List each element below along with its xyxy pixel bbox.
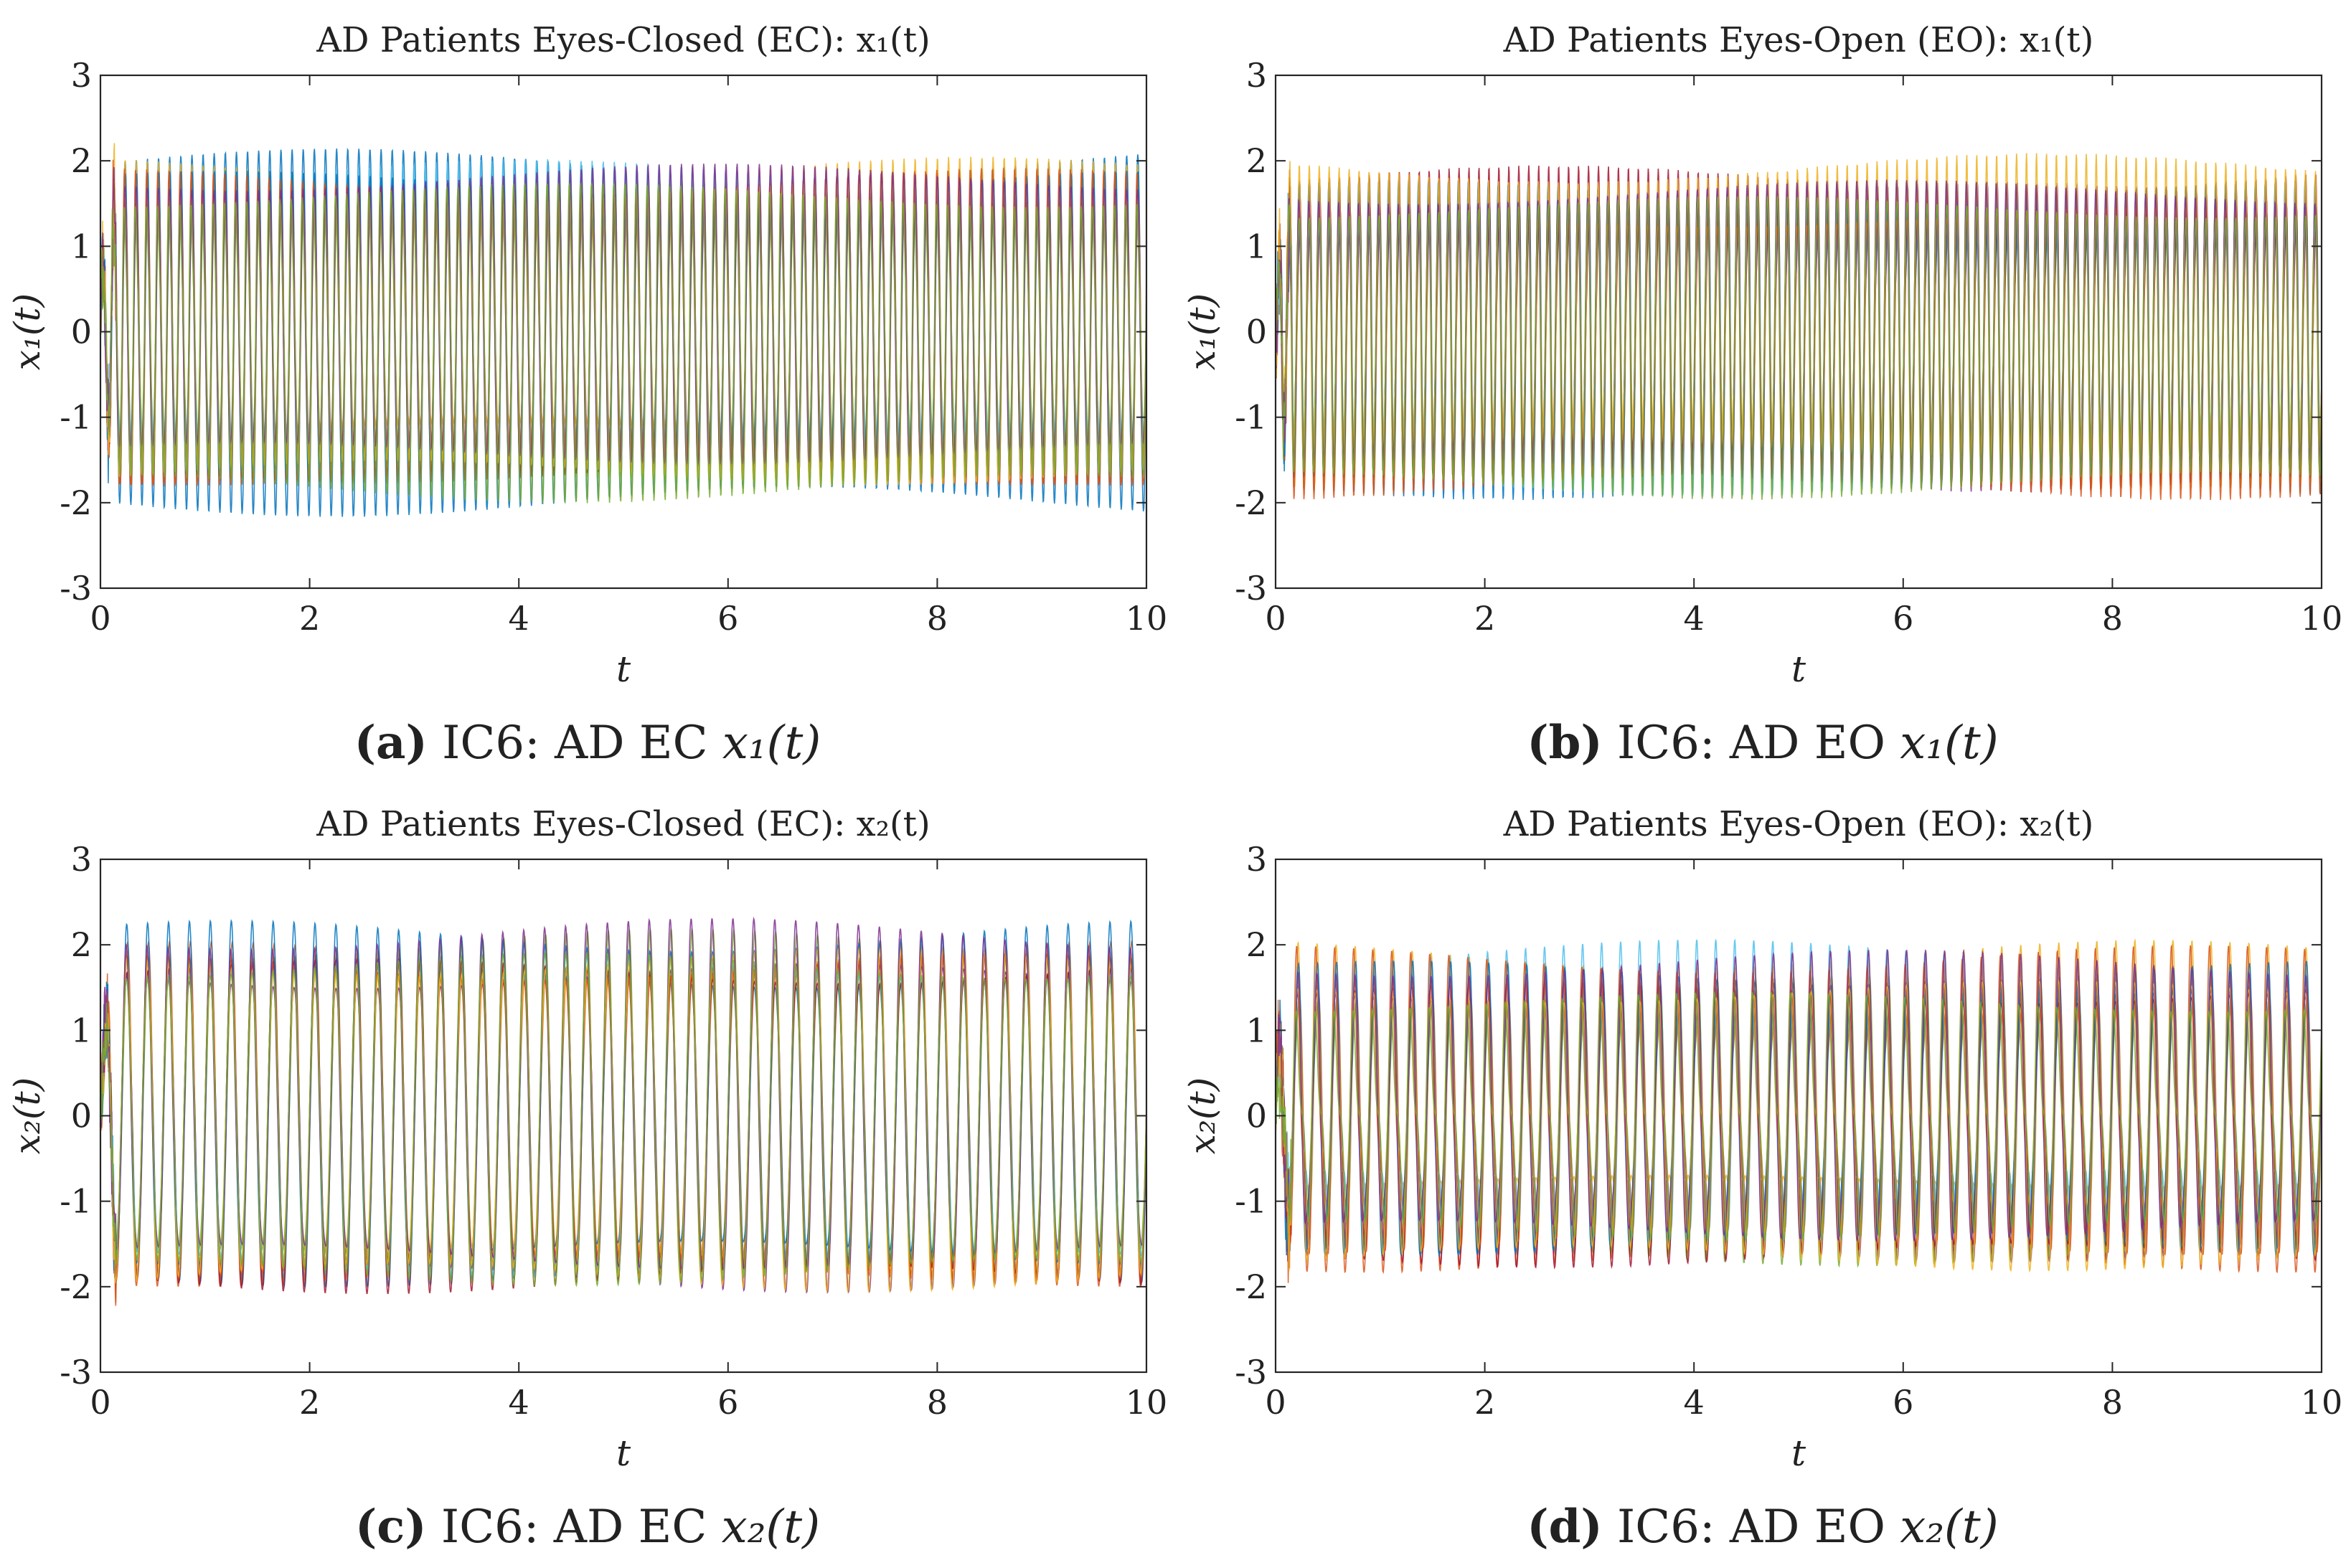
x-tick-label: 8	[2102, 1383, 2123, 1422]
x-tick-label: 2	[299, 1383, 320, 1422]
y-tick-label: -1	[60, 398, 92, 437]
y-tick-label: 1	[71, 227, 92, 265]
chart-svg-c: AD Patients Eyes-Closed (EC): x₂(t) 0 2 4 6 8…	[6, 804, 1168, 1474]
series-line	[1276, 990, 2322, 1243]
x-axis-label: t	[1791, 1432, 1806, 1474]
x-tick-label: 10	[2301, 599, 2343, 638]
y-tick-label: 0	[1246, 1097, 1267, 1135]
caption-expression: x₁(t)	[1900, 717, 1999, 770]
y-axis-label: x₂(t)	[6, 1077, 48, 1154]
caption-c: (c) IC6: AD EC x₂(t)	[0, 1500, 1175, 1554]
x-tick-label: 4	[1684, 599, 1705, 638]
y-axis-label: x₁(t)	[6, 293, 48, 370]
x-tick-label: 4	[1684, 1383, 1705, 1422]
x-tick-label: 8	[927, 599, 948, 638]
y-tick-label: 1	[1246, 1011, 1267, 1049]
series-line	[1276, 196, 2322, 500]
y-tick-label: -2	[1235, 1267, 1267, 1306]
y-tick-label: -2	[60, 1267, 92, 1306]
chart-panel-b: AD Patients Eyes-Open (EO): x₁(t) 0 2 4 6 8 10…	[1175, 0, 2350, 784]
chart-panel-d: AD Patients Eyes-Open (EO): x₂(t) 0 2 4 6 8 10…	[1175, 784, 2350, 1568]
y-axis-label: x₂(t)	[1182, 1077, 1223, 1154]
caption-letter: (c)	[354, 1500, 427, 1554]
series-group	[100, 143, 1146, 517]
x-tick-label: 6	[1893, 1383, 1913, 1422]
x-axis-label: t	[616, 648, 631, 690]
x-tick-label: 2	[299, 599, 320, 638]
y-axis-label: x₁(t)	[1182, 293, 1223, 370]
series-line	[100, 182, 1146, 504]
series-line	[100, 953, 1146, 1288]
y-tick-label: 0	[1246, 313, 1267, 351]
y-tick-label: -2	[1235, 483, 1267, 522]
y-tick-label: -3	[1235, 1353, 1267, 1392]
plot-area	[1276, 75, 2322, 588]
chart-title: AD Patients Eyes-Closed (EC): x₁(t)	[316, 20, 930, 60]
x-tick-label: 6	[1893, 599, 1913, 638]
y-tick-label: 2	[1246, 141, 1267, 180]
chart-svg-a: AD Patients Eyes-Closed (EC): x₁(t) 0 2 4 6 8…	[6, 20, 1168, 690]
y-tick-label: -1	[1235, 398, 1267, 437]
x-tick-label: 8	[2102, 599, 2123, 638]
y-tick-label: 3	[1246, 840, 1267, 879]
y-tick-label: -3	[60, 1353, 92, 1392]
chart-title: AD Patients Eyes-Closed (EC): x₂(t)	[316, 804, 930, 844]
x-tick-label: 0	[1265, 599, 1286, 638]
caption-prefix: IC6: AD EO	[1616, 1501, 1885, 1554]
caption-d: (d) IC6: AD EO x₂(t)	[1175, 1500, 2350, 1554]
y-tick-label: -3	[60, 569, 92, 608]
y-tick-label: 2	[71, 925, 92, 964]
chart-panel-a: AD Patients Eyes-Closed (EC): x₁(t) 0 2 4 6 8…	[0, 0, 1175, 784]
x-tick-label: 8	[927, 1383, 948, 1422]
series-group	[1276, 938, 2322, 1283]
y-tick-label: -3	[1235, 569, 1267, 608]
x-tick-label: 0	[1265, 1383, 1286, 1422]
x-axis-label: t	[1791, 648, 1806, 690]
y-tick-label: -1	[60, 1182, 92, 1221]
x-tick-label: 6	[717, 599, 738, 638]
x-tick-label: 10	[1126, 599, 1168, 638]
x-tick-label: 10	[2301, 1383, 2343, 1422]
series-line	[1276, 944, 2322, 1256]
y-tick-label: -1	[1235, 1182, 1267, 1221]
x-tick-label: 4	[509, 1383, 529, 1422]
y-tick-label: 2	[71, 141, 92, 180]
caption-expression: x₂(t)	[1900, 1501, 1999, 1554]
caption-a: (a) IC6: AD EC x₁(t)	[0, 716, 1175, 770]
x-tick-label: 2	[1474, 1383, 1495, 1422]
chart-panel-c: AD Patients Eyes-Closed (EC): x₂(t) 0 2 4 6 8…	[0, 784, 1175, 1568]
x-tick-label: 6	[717, 1383, 738, 1422]
y-tick-label: 2	[1246, 925, 1267, 964]
caption-prefix: IC6: AD EC	[442, 717, 708, 770]
caption-prefix: IC6: AD EC	[440, 1501, 707, 1554]
plot-area	[1276, 859, 2322, 1372]
y-tick-label: 3	[71, 56, 92, 95]
series-group	[1276, 153, 2322, 501]
y-tick-label: 1	[1246, 227, 1267, 265]
caption-letter: (a)	[354, 716, 428, 770]
y-tick-label: 3	[1246, 56, 1267, 95]
x-tick-label: 0	[90, 599, 110, 638]
y-tick-label: 3	[71, 840, 92, 879]
y-tick-label: 0	[71, 1097, 92, 1135]
x-tick-label: 4	[509, 599, 529, 638]
caption-letter: (d)	[1527, 1500, 1603, 1554]
chart-title: AD Patients Eyes-Open (EO): x₂(t)	[1503, 804, 2094, 844]
y-tick-label: 0	[71, 313, 92, 351]
caption-prefix: IC6: AD EO	[1616, 717, 1885, 770]
chart-title: AD Patients Eyes-Open (EO): x₁(t)	[1503, 20, 2094, 60]
caption-expression: x₁(t)	[722, 717, 821, 770]
caption-expression: x₂(t)	[721, 1501, 821, 1554]
y-tick-label: -2	[60, 483, 92, 522]
series-group	[100, 916, 1146, 1306]
caption-letter: (b)	[1527, 716, 1603, 770]
x-tick-label: 2	[1474, 599, 1495, 638]
chart-svg-b: AD Patients Eyes-Open (EO): x₁(t)0 2 4 6 8 10…	[1182, 20, 2343, 690]
chart-svg-d: AD Patients Eyes-Open (EO): x₂(t)0 2 4 6 8 10…	[1182, 804, 2343, 1474]
x-axis-label: t	[616, 1432, 631, 1474]
x-tick-label: 10	[1126, 1383, 1168, 1422]
y-tick-label: 1	[71, 1011, 92, 1049]
caption-b: (b) IC6: AD EO x₁(t)	[1175, 716, 2350, 770]
x-tick-label: 0	[90, 1383, 110, 1422]
